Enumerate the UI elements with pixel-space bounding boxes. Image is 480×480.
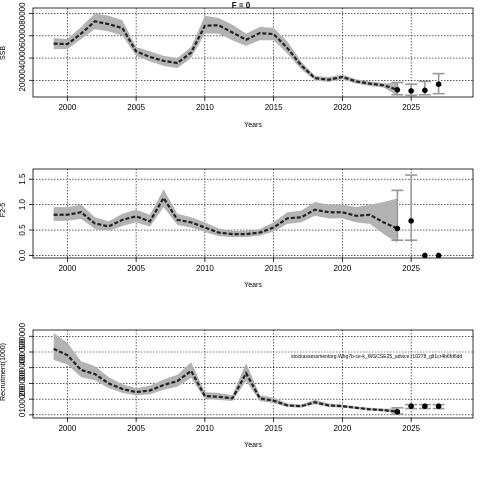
recruitment-panel: 2000 2005 2010 2015 2020 2025 0100000200000300… (0, 322, 474, 449)
x-tick-label: 2015 (265, 103, 283, 112)
x-tick-label: 2020 (333, 424, 351, 433)
x-tick-label: 2025 (402, 103, 420, 112)
x-tick-label: 2020 (333, 264, 351, 273)
projection-point (408, 218, 414, 224)
projection-point (435, 403, 442, 410)
x-tick-label: 2005 (127, 103, 145, 112)
median-line (53, 20, 398, 91)
plot-frame (32, 168, 474, 259)
x-tick-label: 2010 (196, 424, 214, 433)
x-axis-title: Years (244, 442, 262, 449)
projection-point (394, 408, 401, 415)
x-tick-label: 2010 (196, 103, 214, 112)
y-tick-label: 20000 (18, 69, 27, 92)
y-tick-label: 1.5 (18, 173, 27, 185)
x-axis-title: Years (244, 282, 262, 289)
y-tick-label: 0.5 (18, 224, 27, 236)
plot-frame (32, 7, 474, 98)
median-line (53, 347, 398, 413)
y-axis-title: SSB (0, 46, 7, 60)
confidence-band (53, 13, 398, 96)
projection-point (422, 252, 428, 259)
x-tick-label: 2025 (402, 424, 420, 433)
projection-point (394, 225, 401, 232)
y-tick-label: 200000 (18, 370, 27, 397)
chart-title: F = 0 (232, 1, 251, 10)
x-tick-label: 2005 (127, 424, 145, 433)
projection-point (422, 403, 428, 410)
y-tick-label: 80000 (18, 2, 27, 25)
projection-point (422, 87, 428, 94)
projection-point (394, 86, 401, 93)
y-tick-label: 60000 (18, 24, 27, 47)
projection-point (435, 81, 442, 88)
y-tick-label: 0.0 (18, 249, 27, 261)
confidence-band (53, 189, 398, 243)
y-tick-label: 300000 (18, 354, 27, 381)
annotation-text: stockassessmentorg.Whg7b-ce-k_WGCSE25_ad… (291, 354, 462, 360)
x-tick-label: 2015 (265, 264, 283, 273)
projection-point (408, 88, 414, 94)
x-tick-label: 2000 (58, 264, 76, 273)
x-tick-label: 2010 (196, 264, 214, 273)
y-axis-title: Recruitment(1000) (0, 343, 7, 401)
projection-point (435, 252, 442, 259)
y-tick-label: 40000 (18, 46, 27, 69)
y-tick-label: 400000 (18, 338, 27, 365)
y-tick-label: 1.0 (18, 198, 27, 210)
plot-frame (32, 329, 474, 419)
x-tick-label: 2005 (127, 264, 145, 273)
x-tick-label: 2000 (58, 424, 76, 433)
x-tick-label: 2000 (58, 103, 76, 112)
x-axis-title: Years (244, 122, 262, 129)
y-tick-label: 0 (18, 412, 27, 417)
y-tick-label: 500000 (18, 322, 27, 349)
fishing-mortality-panel: 2000 2005 2010 2015 2020 2025 0.0 0.5 1.0 1.5 Year… (0, 168, 474, 289)
x-tick-label: 2020 (333, 103, 351, 112)
ssb-panel: 2000 2005 2010 2015 2020 2025 2000040000600008… (0, 2, 474, 129)
x-tick-label: 2015 (265, 424, 283, 433)
x-tick-label: 2025 (402, 264, 420, 273)
y-axis-title: F2-5 (0, 203, 7, 218)
y-tick-label: 100000 (18, 385, 27, 412)
confidence-band (53, 333, 398, 414)
median-line (53, 195, 398, 236)
projection-point (408, 403, 414, 410)
